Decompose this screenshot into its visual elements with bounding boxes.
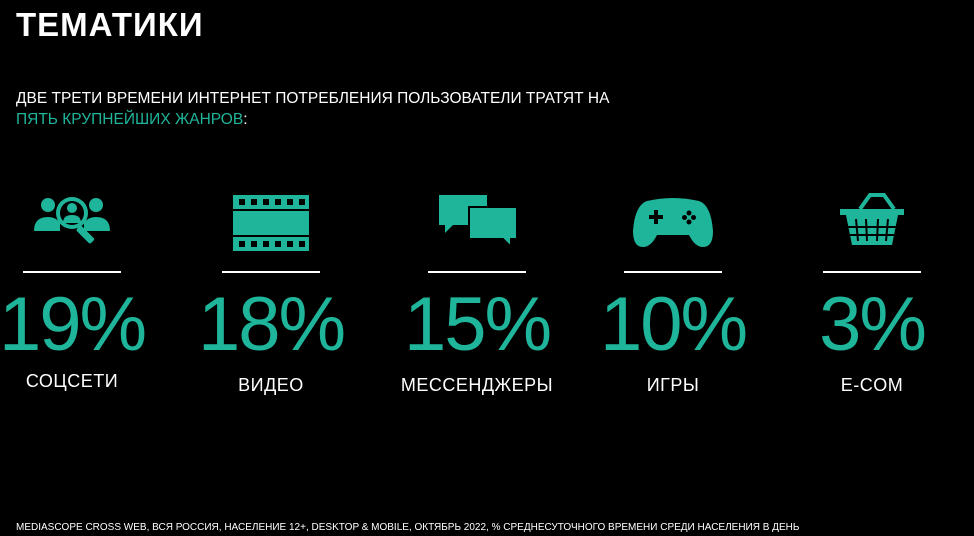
divider [823, 271, 921, 273]
category-label: E-COM [840, 375, 904, 395]
divider [23, 271, 121, 273]
subtitle-line1: ДВЕ ТРЕТИ ВРЕМЕНИ ИНТЕРНЕТ ПОТРЕБЛЕНИЯ П… [16, 90, 610, 107]
divider [624, 271, 722, 273]
category-ecom: 3% E-COM [772, 185, 972, 415]
gamepad-icon [631, 191, 715, 253]
percent-value: 18% [197, 282, 346, 367]
social-users-search-icon [30, 191, 114, 253]
percent-value: 10% [599, 282, 748, 367]
divider [222, 271, 320, 273]
percent-value: 15% [403, 282, 552, 367]
shopping-basket-icon [830, 191, 914, 253]
category-label: МЕССЕНДЖЕРЫ [400, 375, 554, 395]
divider [428, 271, 526, 273]
subtitle: ДВЕ ТРЕТИ ВРЕМЕНИ ИНТЕРНЕТ ПОТРЕБЛЕНИЯ П… [16, 88, 609, 130]
chat-bubbles-icon [435, 191, 519, 253]
category-label: ВИДЕО [238, 375, 304, 395]
percent-value: 3% [819, 282, 927, 367]
category-label: СОЦСЕТИ [25, 371, 119, 391]
category-label: ИГРЫ [646, 375, 700, 395]
page-title: ТЕМАТИКИ [16, 6, 204, 43]
category-social: 19% СОЦСЕТИ [0, 185, 172, 415]
percent-value: 19% [0, 282, 147, 367]
subtitle-colon: : [243, 111, 248, 128]
film-strip-icon [229, 191, 313, 253]
category-games: 10% ИГРЫ [573, 185, 773, 415]
category-video: 18% ВИДЕО [171, 185, 371, 415]
source-footnote: MEDIASCOPE CROSS WEB, ВСЯ РОССИЯ, НАСЕЛЕ… [16, 522, 800, 533]
category-messengers: 15% МЕССЕНДЖЕРЫ [377, 185, 577, 415]
subtitle-accent: ПЯТЬ КРУПНЕЙШИХ ЖАНРОВ [16, 111, 244, 128]
